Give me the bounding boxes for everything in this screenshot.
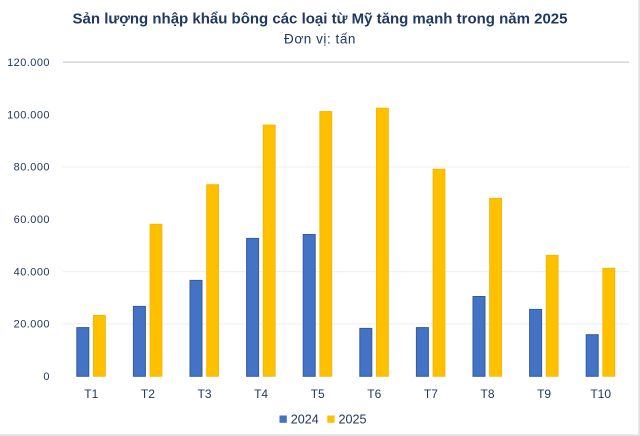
- svg-text:0: 0: [43, 371, 50, 383]
- svg-text:Đơn vị: tấn: Đơn vị: tấn: [284, 32, 356, 47]
- svg-text:Sản lượng nhập khẩu bông các l: Sản lượng nhập khẩu bông các loại từ Mỹ …: [73, 11, 568, 28]
- svg-text:T5: T5: [311, 387, 325, 401]
- svg-text:T6: T6: [367, 387, 381, 401]
- svg-text:60.000: 60.000: [14, 214, 50, 226]
- svg-text:T7: T7: [424, 387, 438, 401]
- svg-text:T2: T2: [141, 387, 155, 401]
- svg-text:2025: 2025: [339, 412, 367, 426]
- svg-text:T3: T3: [197, 387, 211, 401]
- svg-text:T10: T10: [590, 387, 611, 401]
- svg-text:20.000: 20.000: [14, 319, 50, 331]
- svg-text:2024: 2024: [291, 412, 319, 426]
- svg-text:40.000: 40.000: [14, 266, 50, 278]
- svg-text:T9: T9: [537, 387, 551, 401]
- svg-text:80.000: 80.000: [14, 162, 50, 174]
- svg-text:120.000: 120.000: [7, 57, 50, 69]
- svg-text:T4: T4: [254, 387, 268, 401]
- svg-text:T1: T1: [84, 387, 98, 401]
- svg-text:100.000: 100.000: [7, 109, 50, 121]
- svg-text:T8: T8: [480, 387, 494, 401]
